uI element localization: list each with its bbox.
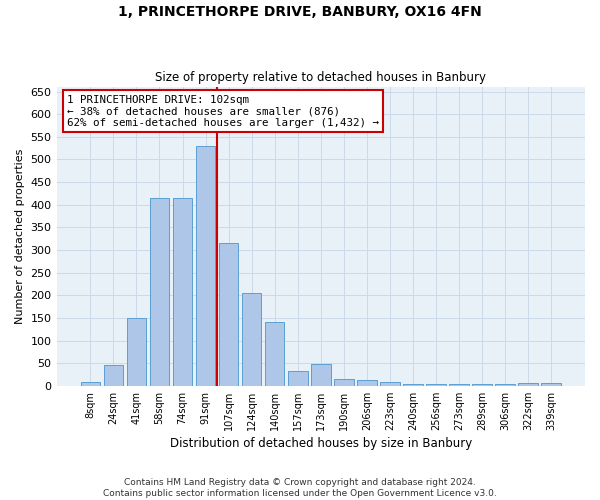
Bar (242, 293, 262, 386)
Bar (173, 198, 193, 386)
Bar (311, 364, 331, 386)
Text: 1 PRINCETHORPE DRIVE: 102sqm
← 38% of detached houses are smaller (876)
62% of s: 1 PRINCETHORPE DRIVE: 102sqm ← 38% of de… (67, 94, 379, 128)
Bar (127, 318, 146, 386)
X-axis label: Distribution of detached houses by size in Banbury: Distribution of detached houses by size … (170, 437, 472, 450)
Bar (541, 382, 561, 386)
Bar (518, 382, 538, 386)
Text: 1, PRINCETHORPE DRIVE, BANBURY, OX16 4FN: 1, PRINCETHORPE DRIVE, BANBURY, OX16 4FN (118, 5, 482, 19)
Bar (334, 380, 353, 386)
Y-axis label: Number of detached properties: Number of detached properties (15, 149, 25, 324)
Text: Contains HM Land Registry data © Crown copyright and database right 2024.
Contai: Contains HM Land Registry data © Crown c… (103, 478, 497, 498)
Bar (357, 380, 377, 386)
Bar (80, 382, 100, 386)
Bar (196, 146, 215, 386)
Bar (472, 384, 492, 386)
Bar (265, 322, 284, 386)
Bar (426, 384, 446, 386)
Bar (104, 366, 123, 386)
Bar (149, 198, 169, 386)
Bar (449, 384, 469, 386)
Bar (219, 243, 238, 386)
Bar (403, 384, 423, 386)
Bar (380, 382, 400, 386)
Title: Size of property relative to detached houses in Banbury: Size of property relative to detached ho… (155, 72, 486, 85)
Bar (288, 371, 308, 386)
Bar (496, 384, 515, 386)
